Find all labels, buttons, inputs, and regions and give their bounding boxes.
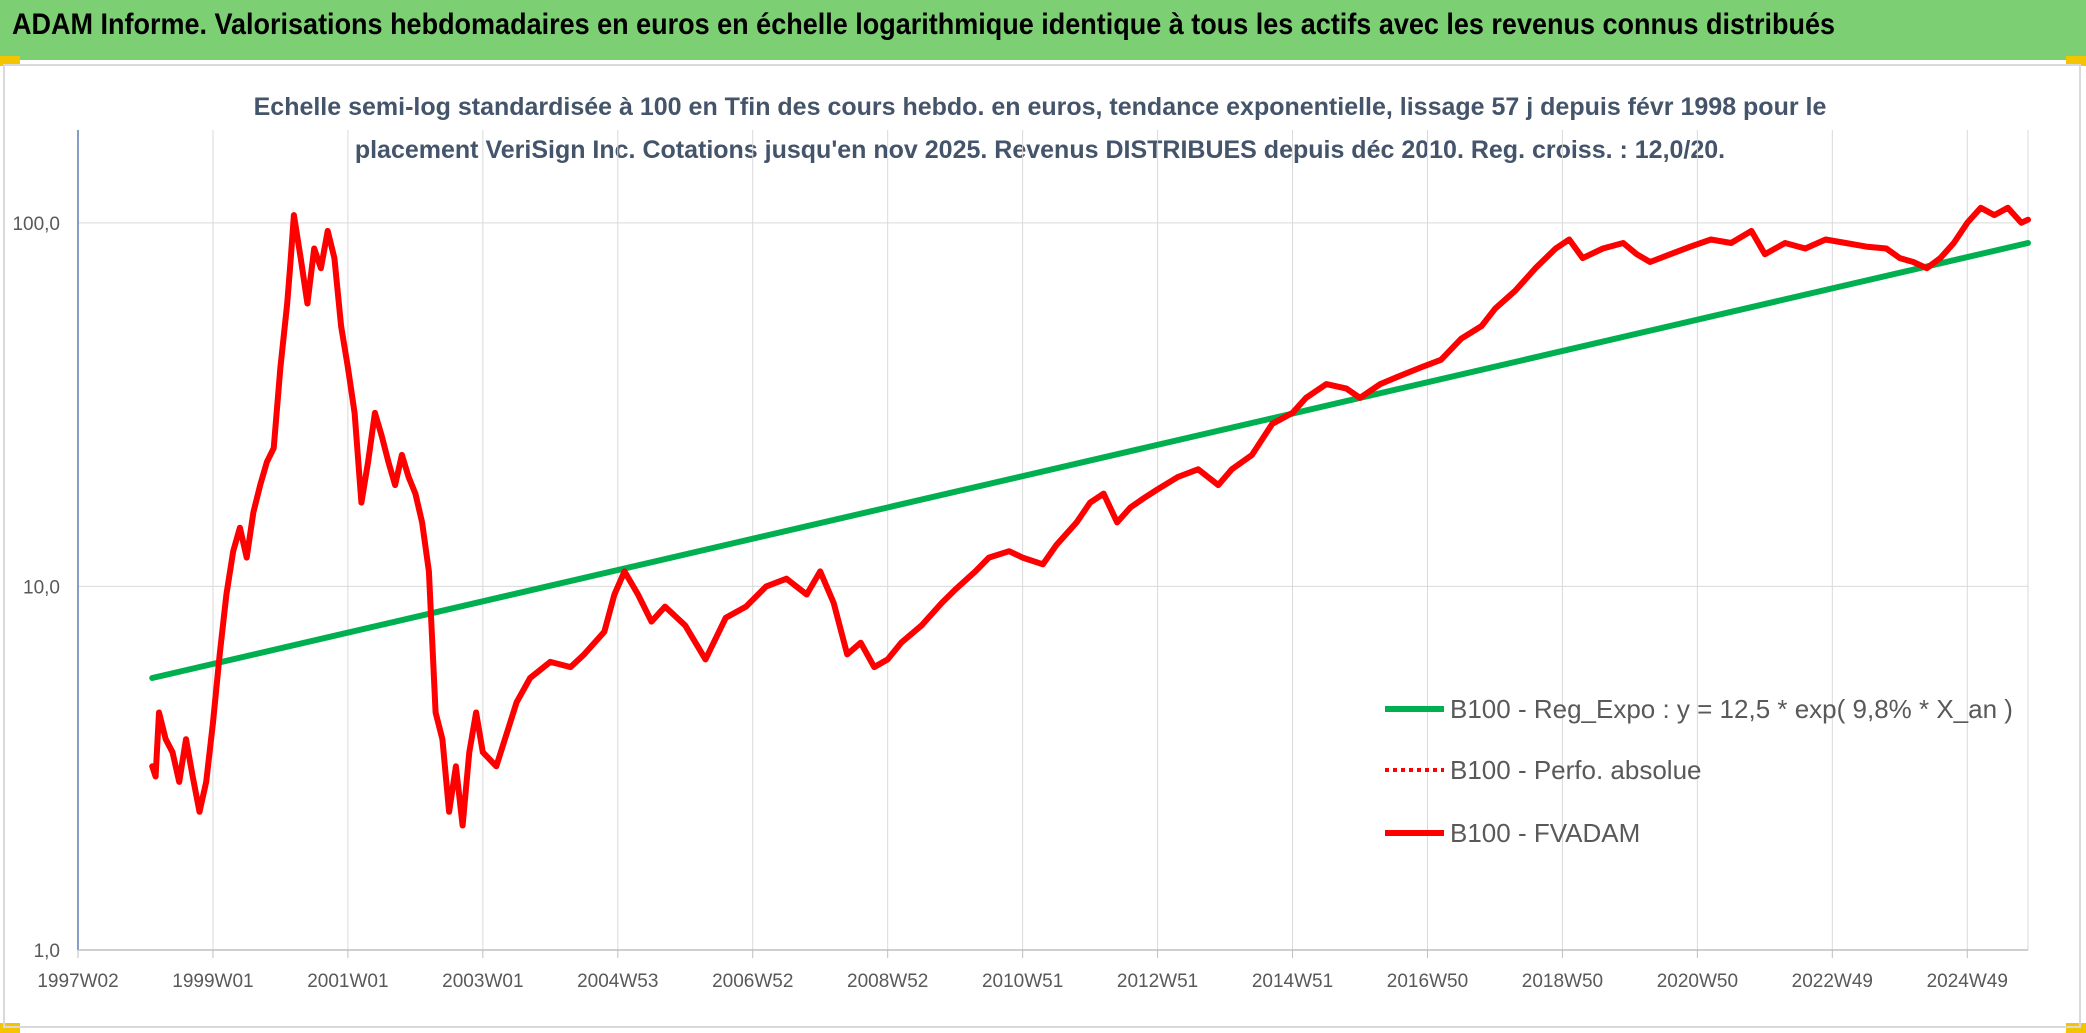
x-tick-label: 2014W51 — [1252, 971, 1333, 992]
x-tick-label: 2010W51 — [982, 971, 1063, 992]
report-title: ADAM Informe. Valorisations hebdomadaire… — [12, 8, 1836, 41]
legend-entry-perfo-absolue: B100 - Perfo. absolue — [1385, 755, 1702, 785]
y-tick-label: 1,0 — [34, 941, 60, 962]
x-tick-label: 1997W02 — [37, 971, 118, 992]
series-lines — [149, 204, 2031, 829]
legend-label-fvadam: B100 - FVADAM — [1450, 818, 1640, 848]
x-tick-label: 2012W51 — [1117, 971, 1198, 992]
y-tick-label: 10,0 — [23, 577, 60, 598]
chart-subtitle-line-2: placement VeriSign Inc. Cotations jusqu'… — [355, 136, 1725, 164]
legend: B100 - Reg_Expo : y = 12,5 * exp( 9,8% *… — [1385, 694, 2013, 848]
x-tick-label: 2004W53 — [577, 971, 658, 992]
gridlines — [78, 130, 2029, 951]
x-tick-label: 2006W52 — [712, 971, 793, 992]
y-tick-label: 100,0 — [12, 214, 60, 235]
chart-frame — [3, 64, 2081, 1028]
x-tick-label: 2016W50 — [1387, 971, 1468, 992]
x-tick-label: 2018W50 — [1522, 971, 1603, 992]
regression-line — [149, 240, 2031, 681]
chart-subtitle-line-1: Echelle semi-log standardisée à 100 en T… — [254, 93, 1827, 121]
x-tick-label: 2024W49 — [1927, 971, 2008, 992]
legend-entry-regression: B100 - Reg_Expo : y = 12,5 * exp( 9,8% *… — [1385, 694, 2013, 724]
x-tick-label: 2022W49 — [1792, 971, 1873, 992]
fvadam-line — [149, 204, 2031, 829]
legend-label-regression: B100 - Reg_Expo : y = 12,5 * exp( 9,8% *… — [1450, 694, 2013, 724]
x-tick-label: 1999W01 — [172, 971, 253, 992]
corner-marker-top-right — [2066, 56, 2086, 66]
x-tick-label: 2020W50 — [1657, 971, 1738, 992]
corner-marker-bottom-left — [0, 1023, 20, 1033]
x-tick-label: 2003W01 — [442, 971, 523, 992]
corner-marker-top-left — [0, 56, 20, 66]
legend-label-perfo-absolue: B100 - Perfo. absolue — [1450, 755, 1702, 785]
x-tick-label: 2001W01 — [307, 971, 388, 992]
corner-marker-bottom-right — [2066, 1023, 2086, 1033]
x-tick-label: 2008W52 — [847, 971, 928, 992]
header-band — [0, 0, 2086, 60]
legend-entry-fvadam: B100 - FVADAM — [1385, 818, 1640, 848]
axes: 1997W02 1999W01 2001W01 2003W01 2004W53 2006W… — [12, 130, 2028, 992]
